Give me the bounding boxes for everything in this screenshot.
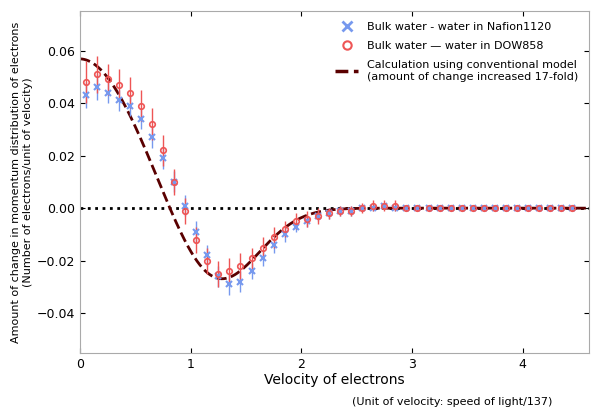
Legend: Bulk water - water in Nafion1120, Bulk water — water in DOW858, Calculation usin: Bulk water - water in Nafion1120, Bulk w… [330, 17, 583, 87]
X-axis label: Velocity of electrons: Velocity of electrons [264, 373, 405, 387]
Y-axis label: Amount of change in momentum distribution of electrons
(Number of electrons/unit: Amount of change in momentum distributio… [11, 21, 33, 342]
Text: (Unit of velocity: speed of light/137): (Unit of velocity: speed of light/137) [352, 397, 552, 407]
